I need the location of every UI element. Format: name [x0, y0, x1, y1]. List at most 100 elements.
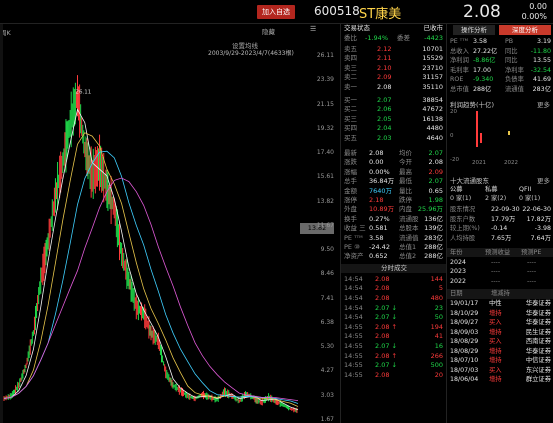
fundamental-row: PE ᵀᵀᴹ 3.58 PB 3.19: [447, 37, 553, 47]
sh-value: 22-06-30: [522, 206, 551, 214]
bid-price: 2.04: [377, 124, 392, 133]
stat-label: 总手: [344, 177, 357, 186]
tick-time: 14:55: [344, 370, 363, 379]
tab-depth-analysis[interactable]: 深度分析: [499, 25, 551, 35]
tick-price: 2.07 ↓: [375, 361, 397, 370]
shareholder-type-tab[interactable]: QFII: [519, 185, 532, 193]
ask-row: 卖一 2.08 35110: [341, 83, 447, 92]
stat-label: 最低: [399, 177, 412, 186]
profit-more-link[interactable]: 更多: [537, 100, 550, 109]
tick-price: 2.08: [375, 284, 390, 293]
ask-label: 卖二: [344, 73, 357, 82]
insider-row[interactable]: 18/07/03 买入 东兴证券: [447, 366, 553, 376]
stat-value: 283亿: [424, 233, 443, 242]
insider-row[interactable]: 18/08/29 买入 西南证券: [447, 337, 553, 347]
shareholder-count: 0 家(1): [519, 195, 541, 203]
tick-volume: 50: [434, 313, 443, 322]
kline-chart-panel[interactable]: 隐藏 ☰ 周K 设置均线 2003/9/29-2023/4/7(4633根) 2…: [0, 24, 340, 423]
fund-label: 总收入: [450, 47, 469, 55]
tick-row: 14:54 2.07 ↓ 23: [341, 304, 447, 313]
tick-volume: 23: [434, 303, 443, 312]
sh-value: 17.82万: [526, 215, 551, 223]
chart-menu-icon[interactable]: ☰: [310, 25, 317, 33]
insider-action: 买入: [489, 366, 502, 374]
tick-price: 2.07 ↓: [375, 313, 397, 322]
insider-row[interactable]: 18/10/29 增持 华泰证券: [447, 309, 553, 319]
price-axis-label: 1.67: [320, 416, 334, 423]
forecast-cell: ----: [491, 268, 501, 275]
fund-label: PB: [505, 38, 514, 45]
insider-action: 买入: [489, 338, 502, 345]
insider-row[interactable]: 18/08/29 增持 华泰证券: [447, 347, 553, 357]
price-axis-label: 3.03: [320, 391, 334, 399]
ask-price: 2.11: [377, 54, 392, 63]
quote-stat-row: 涨幅 0.00% 最高 2.09: [341, 168, 447, 177]
stat-label: 外盘: [344, 205, 357, 214]
ticks-title[interactable]: 分时成交: [341, 263, 447, 274]
insider-action: 增持: [489, 357, 502, 364]
shareholder-type-tab[interactable]: 公募: [450, 185, 463, 193]
bid-volume: 4640: [426, 133, 443, 142]
sh-value: 7.64万: [530, 234, 551, 242]
insider-row[interactable]: 18/07/10 增持 中信证券: [447, 356, 553, 366]
insider-date: 18/10/29: [450, 309, 479, 317]
forecast-cell: ----: [527, 258, 537, 266]
stat-label: 均价: [399, 149, 412, 157]
insider-row[interactable]: 18/06/04 增持 群立证券: [447, 375, 553, 385]
profit-axis-label: 20: [450, 108, 457, 115]
tick-time: 14:54: [344, 303, 363, 312]
insider-row[interactable]: 19/01/17 中性 华泰证券: [447, 299, 553, 309]
weicha-label: 委差: [397, 34, 410, 42]
shareholder-count: 2 家(2): [485, 195, 507, 203]
sh-label: 人均持股: [450, 234, 476, 242]
stat-label: 今开: [399, 158, 412, 167]
insider-broker: 华泰证券: [525, 300, 551, 307]
last-price: 2.08: [463, 2, 501, 22]
shareholder-type-tab[interactable]: 私募: [485, 185, 498, 193]
bid-row: 买三 2.05 16138: [341, 115, 447, 124]
tick-volume: 480: [430, 294, 443, 302]
bid-label: 买一: [344, 96, 357, 104]
tab-operation-analysis[interactable]: 操作分析: [453, 25, 495, 35]
hide-toggle[interactable]: 隐藏: [262, 28, 275, 36]
stat-label: 流通值: [399, 233, 419, 242]
forecast-row: 2024 ---- ----: [447, 258, 553, 268]
price-axis-label: 7.41: [320, 294, 334, 302]
stock-code: 600518: [314, 4, 360, 18]
stat-label: 涨跌: [344, 158, 357, 167]
insider-col-header: 日期: [450, 290, 463, 297]
insider-broker: 华泰证券: [525, 347, 551, 355]
price-axis-label: 5.30: [320, 343, 334, 351]
shareholder-count: 0 家(1): [450, 195, 472, 203]
shareholders-more-link[interactable]: 更多: [537, 176, 550, 185]
tick-time: 14:54: [344, 274, 363, 283]
stat-value: 0.00%: [369, 167, 390, 176]
change-value: 0.00: [529, 2, 547, 11]
forecast-cell: ----: [491, 277, 501, 285]
fund-label: 净利润: [450, 57, 469, 65]
chart-left-edge: [0, 24, 3, 423]
forecast-row: 2022 ---- ----: [447, 277, 553, 287]
tick-price: 2.08: [375, 274, 390, 283]
period-tab[interactable]: 周K: [0, 29, 11, 37]
insider-row[interactable]: 18/09/03 增持 民生证券: [447, 328, 553, 338]
price-change: 0.00 0.00%: [515, 2, 547, 22]
ma-settings-link[interactable]: 设置均线: [232, 42, 258, 50]
fund-value: 3.58: [473, 38, 488, 45]
forecast-header: 年份 预测收益 预测PE: [447, 247, 553, 257]
tick-volume: 266: [430, 351, 443, 360]
add-to-watchlist-button[interactable]: 加入自选: [257, 5, 295, 19]
insider-row[interactable]: 18/09/27 买入 华泰证券: [447, 318, 553, 328]
insider-action: 增持: [489, 328, 502, 336]
profit-bar: [476, 110, 478, 147]
stat-label: 跌停: [399, 196, 412, 204]
chart-date-range: 2003/9/29-2023/4/7(4633根): [208, 50, 294, 57]
profit-axis-label: 0: [450, 132, 454, 139]
stat-label: 最新: [344, 149, 357, 157]
ask-label: 卖三: [344, 63, 357, 72]
ask-row: 卖四 2.11 15529: [341, 54, 447, 63]
ask-volume: 10701: [422, 45, 443, 53]
tick-time: 14:54: [344, 294, 363, 302]
tick-price: 2.08 ↑: [375, 322, 397, 331]
stat-value: 0.581: [369, 224, 388, 233]
